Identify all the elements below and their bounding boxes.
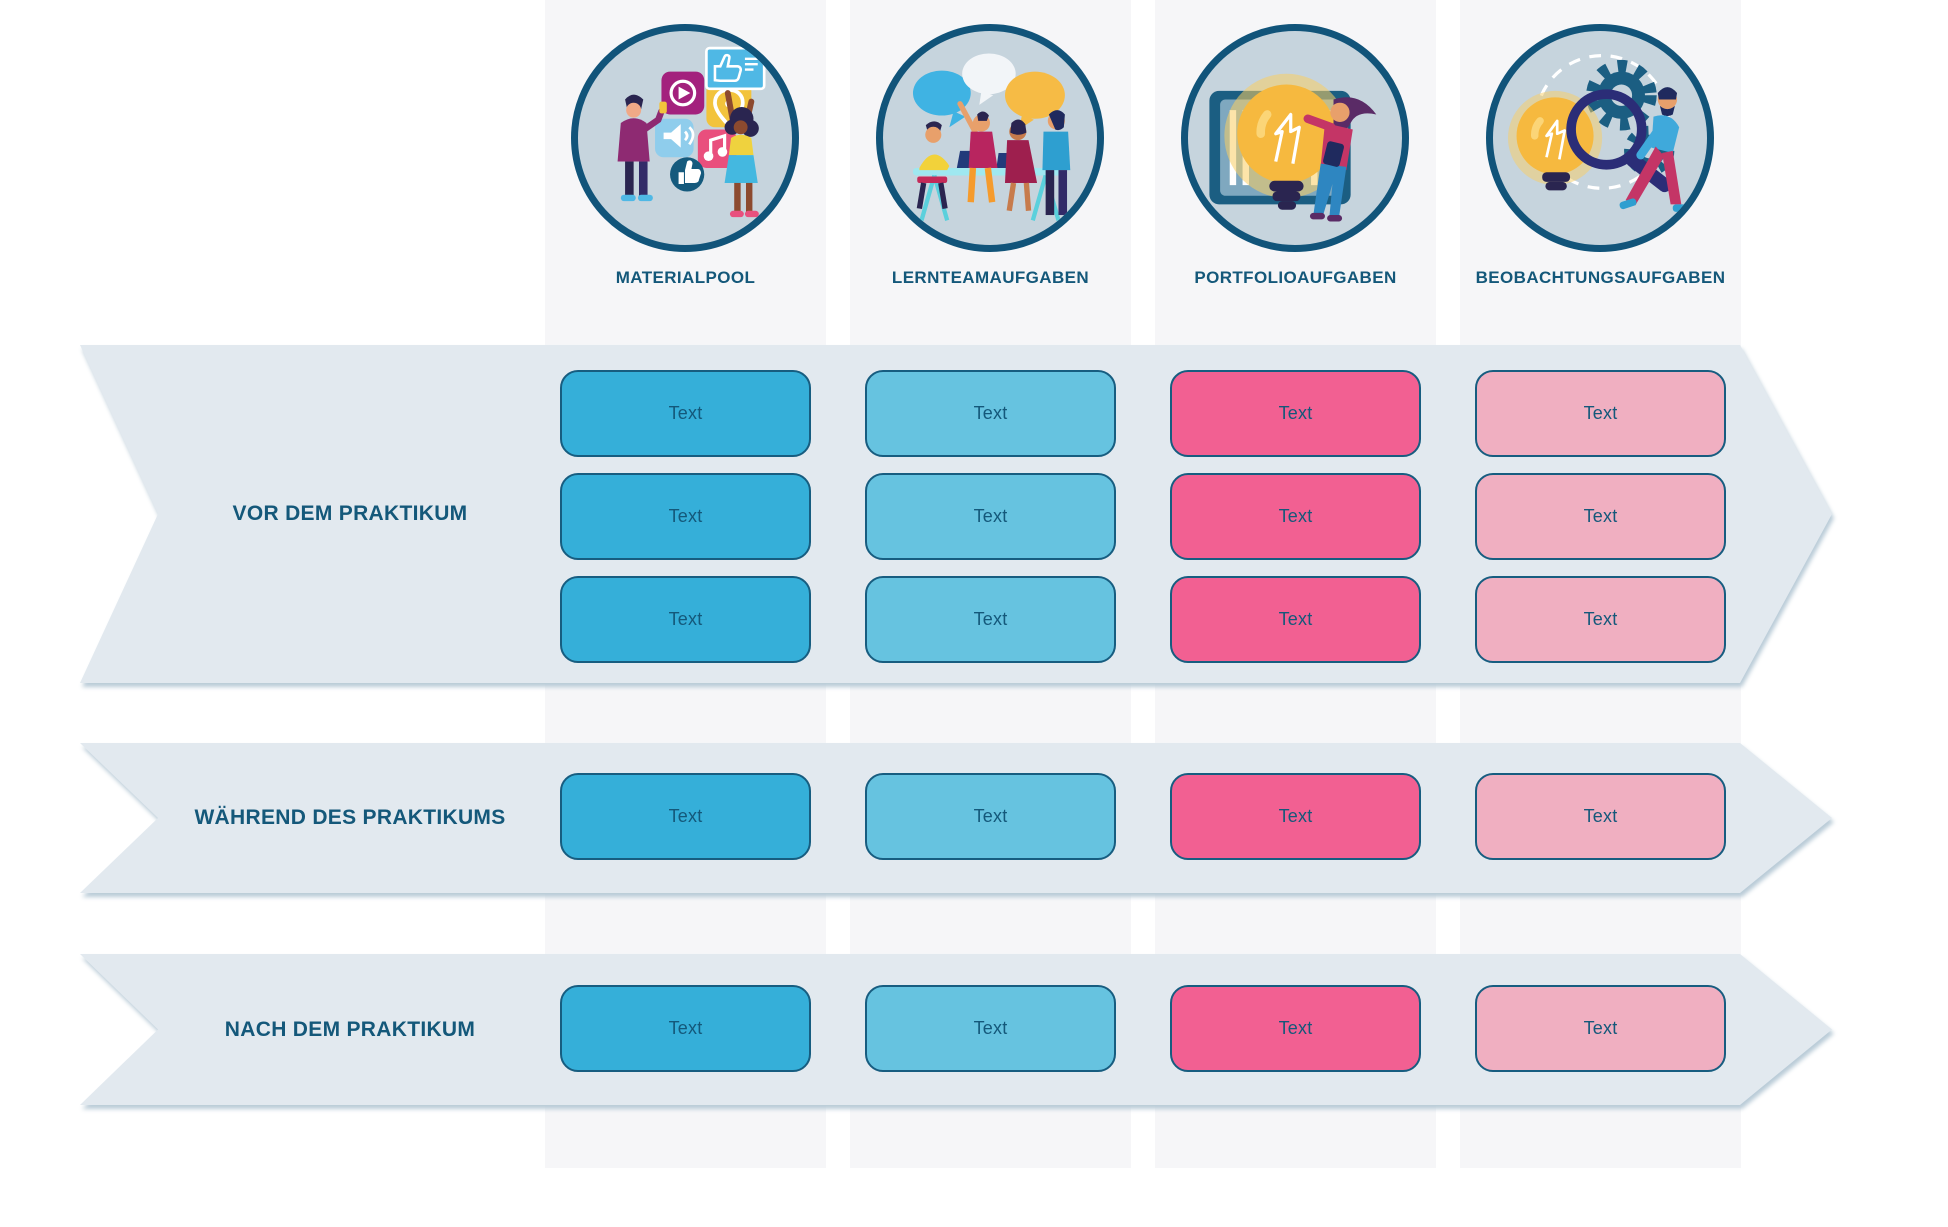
text-placeholder-button[interactable]: Text [865,576,1116,663]
text-placeholder-button[interactable]: Text [560,773,811,860]
text-placeholder-button[interactable]: Text [865,773,1116,860]
text-placeholder-button[interactable]: Text [1170,473,1421,560]
text-placeholder-button[interactable]: Text [865,985,1116,1072]
team-discussion-icon [912,53,1071,221]
text-placeholder-button[interactable]: Text [1170,985,1421,1072]
column-badge-portfolioaufgaben [1181,24,1409,252]
text-placeholder-button[interactable]: Text [560,370,811,457]
column-label-beobachtungsaufgaben: BEOBACHTUNGSAUFGABEN [1475,268,1726,287]
text-placeholder-button[interactable]: Text [560,576,811,663]
text-placeholder-button[interactable]: Text [1475,985,1726,1072]
media-collection-icon [617,46,766,218]
column-badge-beobachtungsaufgaben [1486,24,1714,252]
text-placeholder-button[interactable]: Text [865,473,1116,560]
text-placeholder-button[interactable]: Text [1170,773,1421,860]
column-label-materialpool: MATERIALPOOL [615,268,756,287]
column-label-portfolioaufgaben: PORTFOLIOAUFGABEN [1194,268,1397,287]
lightbulb-book-icon [1209,73,1377,222]
column-label-lernteamaufgaben: LERNTEAMAUFGABEN [891,268,1090,287]
text-placeholder-button[interactable]: Text [1170,370,1421,457]
phase-label-vor-dem-praktikum: VOR DEM PRAKTIKUM [232,502,468,525]
text-placeholder-button[interactable]: Text [1475,773,1726,860]
text-placeholder-button[interactable]: Text [865,370,1116,457]
phase-label-nach-dem-praktikum: NACH DEM PRAKTIKUM [224,1017,476,1041]
text-placeholder-button[interactable]: Text [1475,473,1726,560]
text-placeholder-button[interactable]: Text [1475,576,1726,663]
phase-label-waehrend-des-praktikums: WÄHREND DES PRAKTIKUMS [194,806,506,829]
text-placeholder-button[interactable]: Text [1475,370,1726,457]
column-badge-lernteamaufgaben [876,24,1104,252]
text-placeholder-button[interactable]: Text [1170,576,1421,663]
magnifying-glass-gears-icon [1507,54,1690,212]
text-placeholder-button[interactable]: Text [560,985,811,1072]
text-placeholder-button[interactable]: Text [560,473,811,560]
column-badge-materialpool [571,24,799,252]
